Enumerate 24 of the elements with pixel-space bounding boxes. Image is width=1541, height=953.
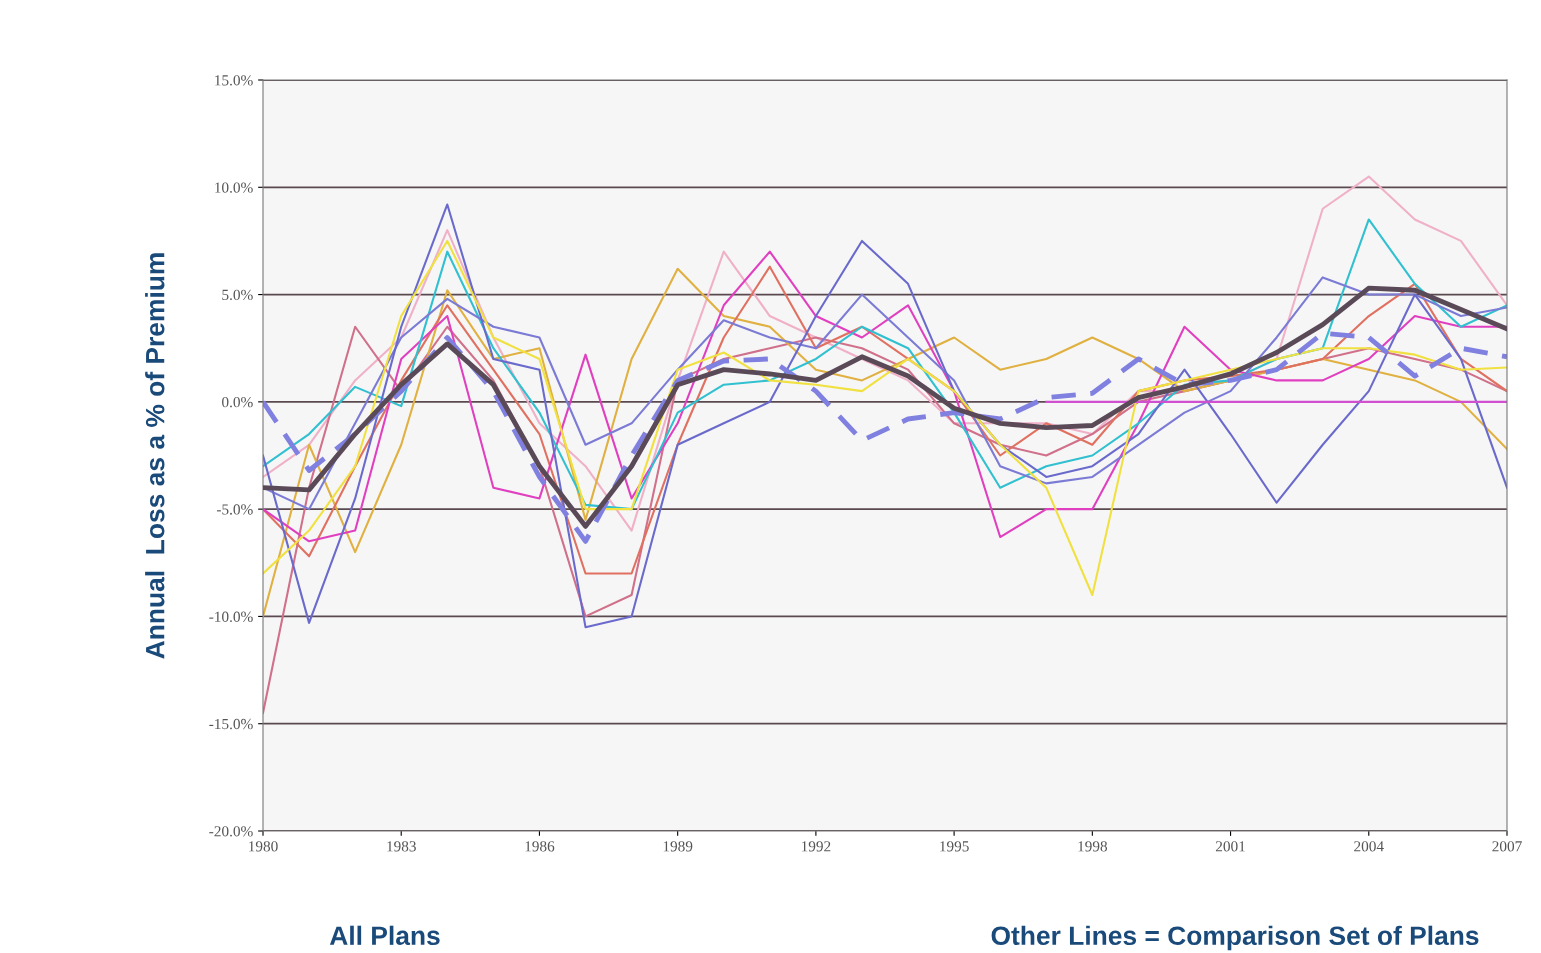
line-series	[263, 175, 1507, 532]
x-tick-label: 1980	[249, 841, 278, 852]
x-tick-label: 1995	[940, 841, 969, 852]
y-tick-label: 5.0%	[222, 289, 253, 301]
line-series	[263, 218, 1507, 511]
text: Other Lines = Comparison Set of Plans	[991, 925, 1479, 951]
y-tick-label: 10.0%	[215, 182, 253, 193]
line-series	[263, 203, 1507, 629]
y-axis-title: Annual Loss as a % of Premium	[145, 253, 165, 659]
x-tick-label: 1998	[1078, 841, 1108, 852]
y-tick-label: -20.0%	[209, 826, 253, 837]
x-tick-label: 2007	[1492, 841, 1522, 852]
x-tick-label: 1992	[801, 841, 831, 852]
x-tick-label: 1986	[525, 841, 555, 852]
y-tick-label: -10.0%	[209, 611, 253, 622]
text: All Plans	[329, 925, 440, 946]
y-tick-label: 0.0%	[222, 397, 253, 408]
x-tick-label: 1983	[387, 841, 416, 852]
y-tick-label: -5.0%	[216, 504, 253, 515]
y-tick-label: -15.0%	[209, 718, 253, 730]
x-tick-label: 1989	[663, 841, 693, 852]
x-tick-label: 2001	[1215, 841, 1245, 852]
x-tick-label: 2004	[1354, 841, 1384, 852]
y-tick-label: 15.0%	[215, 75, 253, 86]
